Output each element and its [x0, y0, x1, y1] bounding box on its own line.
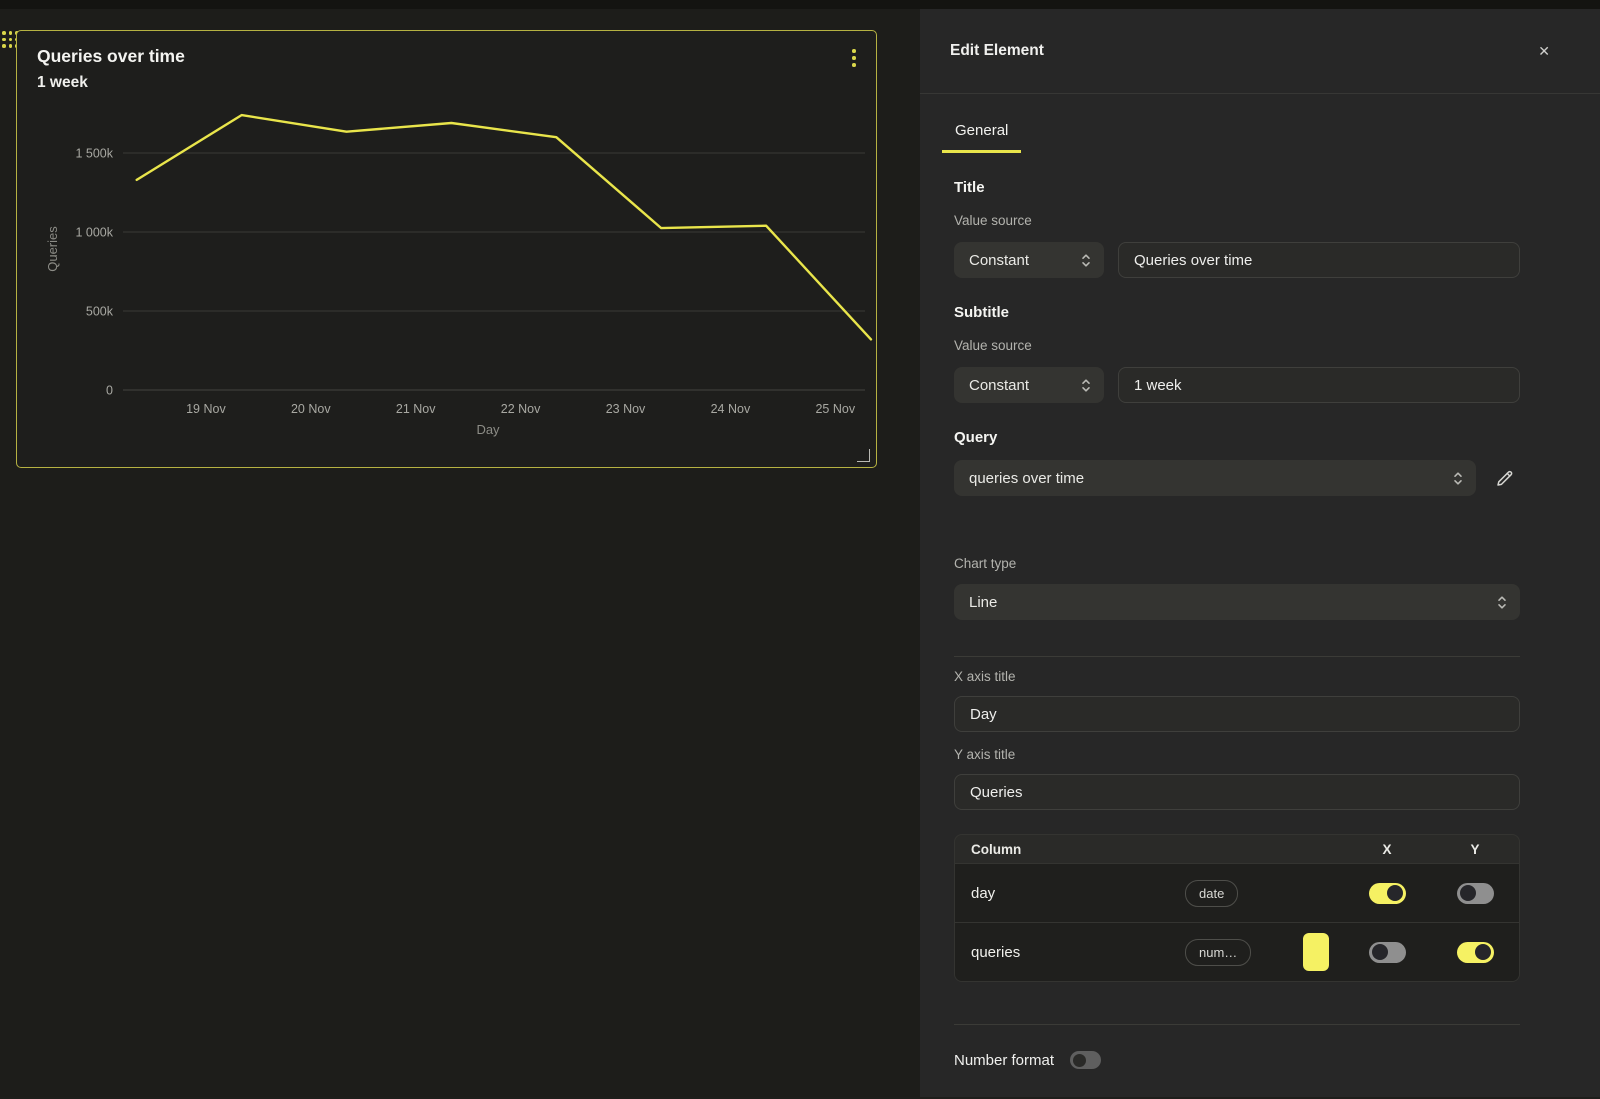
svg-text:Day: Day	[476, 422, 500, 437]
y-header: Y	[1470, 841, 1480, 857]
table-row-day: day date	[955, 863, 1519, 922]
x-header: X	[1382, 841, 1392, 857]
pencil-icon	[1497, 470, 1513, 486]
section-heading-title: Title	[954, 179, 985, 196]
day-y-toggle[interactable]	[1456, 882, 1494, 904]
table-row-queries: queries num…	[955, 922, 1519, 981]
top-bar	[0, 0, 1600, 9]
section-heading-query: Query	[954, 429, 998, 446]
chart-card[interactable]: 0 500k 1 000k 1 500k 19 Nov 20 Nov 21 Nov 22 No…	[16, 30, 877, 468]
y-axis-title-label: Y axis title	[954, 747, 1016, 762]
title-value-input[interactable]: Queries over time	[1118, 242, 1520, 278]
x-axis-title-input[interactable]: Day	[954, 696, 1520, 732]
chart-type-select[interactable]: Line	[954, 584, 1520, 620]
chevron-updown-icon	[1452, 471, 1464, 486]
number-format-toggle[interactable]	[1070, 1051, 1102, 1069]
type-badge: num…	[1185, 938, 1252, 966]
y-axis-title-input[interactable]: Queries	[954, 774, 1520, 810]
columns-table-header: Column X Y	[955, 835, 1519, 863]
queries-y-toggle[interactable]	[1456, 941, 1494, 963]
title-source-select[interactable]: Constant	[954, 242, 1104, 278]
svg-text:19 Nov: 19 Nov	[186, 402, 226, 416]
close-icon[interactable]: ✕	[1538, 43, 1550, 59]
subtitle-value-source-label: Value source	[954, 338, 1032, 353]
title-value-source-label: Value source	[954, 213, 1032, 228]
svg-text:1 000k: 1 000k	[75, 226, 113, 240]
queries-x-toggle[interactable]	[1368, 941, 1406, 963]
divider	[954, 1024, 1520, 1025]
chevron-updown-icon	[1496, 595, 1508, 610]
svg-text:23 Nov: 23 Nov	[606, 402, 646, 416]
resize-handle[interactable]	[857, 449, 870, 462]
x-axis-title-label: X axis title	[954, 669, 1016, 684]
line-chart: 0 500k 1 000k 1 500k 19 Nov 20 Nov 21 Nov 22 No…	[45, 113, 873, 437]
svg-text:21 Nov: 21 Nov	[396, 402, 436, 416]
panel-title: Edit Element	[950, 42, 1044, 59]
chevron-updown-icon	[1080, 253, 1092, 268]
svg-text:0: 0	[106, 384, 113, 398]
chart-subtitle: 1 week	[37, 73, 88, 91]
svg-text:20 Nov: 20 Nov	[291, 402, 331, 416]
edit-element-panel: Edit Element ✕ General Title Value sourc…	[920, 9, 1600, 1097]
tab-bar: General	[942, 118, 1520, 153]
number-format-label: Number format	[954, 1051, 1055, 1069]
section-heading-subtitle: Subtitle	[954, 304, 1009, 321]
svg-text:Queries: Queries	[45, 226, 60, 272]
chart-title: Queries over time	[37, 46, 185, 66]
svg-text:1 500k: 1 500k	[75, 147, 113, 161]
edit-query-button[interactable]	[1490, 463, 1520, 493]
svg-text:24 Nov: 24 Nov	[711, 402, 751, 416]
subtitle-source-select[interactable]: Constant	[954, 367, 1104, 403]
tab-general[interactable]: General	[942, 118, 1022, 153]
column-header: Column	[971, 841, 1022, 857]
type-badge: date	[1185, 879, 1239, 907]
columns-table: Column X Y day date queries num…	[954, 834, 1520, 982]
svg-text:500k: 500k	[86, 305, 114, 319]
svg-text:22 Nov: 22 Nov	[501, 402, 541, 416]
chevron-updown-icon	[1080, 378, 1092, 393]
query-select[interactable]: queries over time	[954, 460, 1476, 496]
kebab-menu-icon[interactable]	[846, 43, 862, 73]
dashboard-canvas: 0 500k 1 000k 1 500k 19 Nov 20 Nov 21 Nov 22 No…	[0, 9, 920, 1097]
chart-type-label: Chart type	[954, 556, 1017, 571]
svg-text:25 Nov: 25 Nov	[815, 402, 855, 416]
series-color-swatch[interactable]	[1303, 933, 1329, 971]
column-name: queries	[971, 943, 1021, 961]
day-x-toggle[interactable]	[1368, 882, 1406, 904]
divider	[954, 656, 1520, 657]
panel-header: Edit Element ✕	[920, 9, 1600, 94]
column-name: day	[971, 884, 996, 902]
subtitle-value-input[interactable]: 1 week	[1118, 367, 1520, 403]
